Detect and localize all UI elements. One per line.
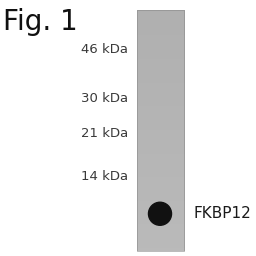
Text: FKBP12: FKBP12 — [193, 206, 251, 221]
Text: Fig. 1: Fig. 1 — [3, 8, 77, 36]
Ellipse shape — [148, 202, 172, 225]
Bar — [137, 10, 184, 251]
Text: 46 kDa: 46 kDa — [81, 44, 128, 56]
Text: 14 kDa: 14 kDa — [81, 170, 128, 183]
Text: 30 kDa: 30 kDa — [81, 92, 128, 105]
Text: 21 kDa: 21 kDa — [81, 127, 128, 140]
